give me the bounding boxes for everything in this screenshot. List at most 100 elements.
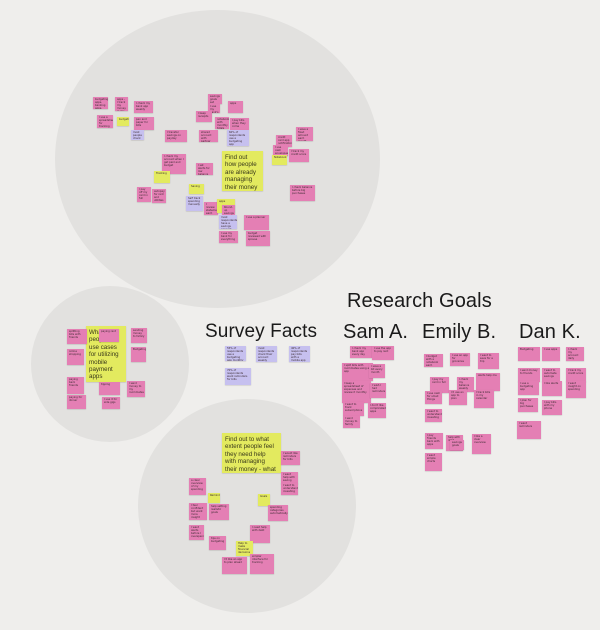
sticky-note-bottom-10[interactable]: I need help with debt — [250, 525, 270, 543]
interview-note-emily-1[interactable]: I budget with a notebook each month — [424, 354, 443, 367]
sticky-note-top-26[interactable]: half track spending manually — [186, 196, 203, 211]
sticky-note-bottom-12[interactable]: tips on budgeting — [209, 536, 226, 550]
interview-note-dan-3[interactable]: I check my account daily — [566, 347, 584, 361]
sticky-note-top-23[interactable]: I save a fixed amount each month — [296, 127, 313, 141]
sticky-note-bottom-3[interactable]: I want to understand investing — [281, 483, 298, 495]
sticky-note-bottom-13[interactable]: Help to make financial decisions — [236, 541, 253, 556]
interview-note-dan-1[interactable]: Budgeting — [518, 347, 540, 361]
sticky-note-top-25[interactable]: Saving — [189, 184, 204, 194]
sticky-note-top-17[interactable]: shared account with partner — [199, 130, 218, 142]
interview-note-emily-14[interactable]: I want simple charts — [425, 453, 442, 471]
interview-note-dan-7[interactable]: I use a budgeting app — [518, 381, 539, 395]
interview-note-emily-15[interactable]: savings goals — [450, 440, 464, 450]
sticky-note-top-36[interactable]: I check balance before big purchases — [290, 185, 315, 201]
interview-note-dan-11[interactable]: I pay bills with my phone — [542, 400, 562, 415]
interview-note-emily-9[interactable]: I track bills in my calendar — [474, 390, 494, 408]
sticky-note-left-8[interactable]: I send money to my roommates — [127, 381, 145, 397]
interview-note-dan-10[interactable]: I plan for big purchases — [518, 398, 538, 412]
sticky-note-left-9[interactable]: paying for dinner — [67, 395, 86, 409]
sticky-note-top-35[interactable]: I use my bank for everything — [219, 231, 238, 243]
sticky-note-bottom-9[interactable]: spending categories automatically — [268, 505, 288, 521]
sticky-note-top-4[interactable]: I use a spreadsheet for tracking — [97, 115, 113, 128]
sticky-note-top-1[interactable]: budgeting apps, banking apps, spreadshee… — [93, 97, 108, 109]
sticky-note-top-9[interactable]: I keep receipts — [196, 111, 212, 122]
sticky-note-top-7[interactable]: savings goals set monthly — [208, 94, 222, 104]
interview-note-sam-9[interactable]: I send money to family — [343, 416, 360, 428]
interview-note-sam-8[interactable]: I don't like complicated apps — [368, 403, 386, 418]
sticky-note-bottom-8[interactable]: Goals — [258, 494, 270, 506]
sticky-note-left-10[interactable]: I use it for side gigs — [102, 397, 120, 409]
sticky-note-bottom-2[interactable]: I want help with saving — [281, 472, 298, 484]
interview-note-emily-10[interactable]: I want to understand investing — [425, 409, 442, 422]
sticky-note-top-15[interactable]: I set alerts for low balance — [196, 163, 213, 175]
sticky-note-top-22[interactable]: I track my credit score — [289, 149, 309, 162]
sticky-note-top-13[interactable]: most people check banking app weekly — [131, 130, 144, 140]
sticky-note-top-27[interactable]: I review statements each month — [204, 202, 218, 215]
interview-note-sam-4[interactable]: I save a bit every month — [369, 364, 385, 378]
interview-note-dan-9[interactable]: I want insight on spending — [566, 381, 586, 398]
sticky-note-bottom-5[interactable]: Reminders — [208, 493, 220, 503]
interview-note-sam-7[interactable]: I want to track subscriptions — [343, 402, 364, 416]
sticky-note-top-18[interactable]: 60% of respondents use a budgeting app — [227, 130, 249, 146]
sticky-note-top-19[interactable]: Tracking — [154, 171, 170, 183]
survey-fact-note-4[interactable]: 70% of respondents want reminders for bi… — [225, 368, 251, 385]
interview-note-dan-6[interactable]: I track my credit score — [566, 368, 586, 382]
sticky-note-bottom-14[interactable]: I'd like an app to plan ahead — [222, 557, 247, 574]
sticky-note-top-30[interactable]: I pay off my card in full — [137, 187, 151, 202]
sticky-note-bottom-4[interactable]: a clear overview of my spending — [189, 478, 206, 495]
prompt-note-top[interactable]: Find out how people are already managing… — [222, 151, 263, 191]
interview-note-emily-3[interactable]: I want to save for a trip — [478, 353, 499, 369]
sticky-note-top-34[interactable]: budget reviewed with spouse — [246, 231, 270, 246]
sticky-note-top-21[interactable]: I use cash envelopes — [273, 145, 288, 156]
interview-note-emily-4[interactable]: I pay my card in full — [430, 377, 449, 393]
interview-note-sam-2[interactable]: I use the app to pay rent — [372, 346, 394, 360]
sticky-note-left-2[interactable]: paying rent — [99, 329, 119, 342]
interview-note-dan-2[interactable]: I use apps — [542, 347, 560, 361]
sticky-note-left-1[interactable]: splitting bills with friends — [67, 329, 87, 344]
sticky-note-top-8[interactable]: I use my bank's app — [208, 104, 220, 113]
sticky-note-top-24[interactable]: Notebook — [272, 155, 287, 165]
sticky-note-top-10[interactable]: apps — [228, 101, 243, 113]
sticky-note-top-11[interactable]: notebook with monthly totals — [215, 117, 229, 129]
sticky-note-bottom-1[interactable]: I would like reminders for bills — [281, 451, 300, 465]
sticky-note-top-16[interactable]: I transfer savings on payday — [165, 130, 187, 142]
sticky-note-top-31[interactable]: autopay for rent and utilities — [152, 189, 166, 203]
interview-note-sam-3[interactable]: I split bills with roommates using an ap… — [342, 363, 373, 381]
interview-note-emily-13[interactable]: I like a clear overview — [472, 434, 491, 454]
sticky-note-left-3[interactable]: sending money to family — [131, 328, 147, 343]
sticky-note-bottom-15[interactable]: simpler interface for tracking — [250, 554, 274, 574]
interview-note-sam-1[interactable]: I check my bank app every day — [350, 346, 372, 358]
sticky-note-top-33[interactable]: I use a planner — [244, 215, 269, 230]
interview-note-emily-5[interactable]: I check my balance weekly — [457, 377, 474, 392]
prompt-note-bottom[interactable]: Find out to what extent people feel they… — [222, 433, 281, 473]
survey-fact-note-1[interactable]: 55% of respondents use a budgeting app m… — [225, 346, 246, 361]
sticky-note-top-32[interactable]: most respondents have a savings account — [219, 215, 237, 229]
sticky-note-bottom-7[interactable]: help setting realistic goals — [209, 504, 229, 520]
interview-note-emily-6[interactable]: alerts help me — [476, 373, 500, 391]
sticky-note-top-2[interactable]: apps - I track my money in my notes app — [115, 97, 128, 111]
interview-note-emily-8[interactable]: I'd use an app to plan — [449, 390, 467, 405]
sticky-note-left-4[interactable]: online shopping — [67, 349, 84, 365]
interview-note-sam-6[interactable]: I wish I had reminders — [370, 383, 386, 398]
sticky-note-left-5[interactable]: Budgeting — [131, 347, 146, 362]
sticky-note-top-5[interactable]: budgeting — [117, 117, 129, 126]
interview-note-sam-5[interactable]: I keep a spreadsheet of expenses and rev… — [342, 381, 371, 403]
interview-note-emily-7[interactable]: I use cash for small things — [425, 391, 442, 404]
survey-fact-note-3[interactable]: 40% of respondents pay bills with a mobi… — [289, 346, 310, 362]
interview-note-dan-12[interactable]: I want reminders — [517, 421, 541, 439]
interview-note-emily-2[interactable]: I use an app for groceries — [450, 353, 470, 366]
sticky-note-top-6[interactable]: pen and paper for bills — [134, 117, 154, 130]
sticky-note-top-12[interactable]: I pay bills when they come — [230, 118, 249, 130]
interview-note-dan-8[interactable]: I like alerts — [542, 381, 562, 396]
sticky-note-bottom-11[interactable]: I want alerts before I overspend — [189, 525, 204, 540]
sticky-note-left-6[interactable]: paying back friends — [67, 377, 84, 394]
interview-note-emily-11[interactable]: I pay friends back with apps — [425, 433, 443, 449]
sticky-note-top-20[interactable]: credit card app notifications — [276, 135, 292, 147]
sticky-note-top-14[interactable]: I check my account when I get paid and b… — [162, 154, 186, 174]
interview-note-dan-4[interactable]: I send money to friends — [518, 368, 540, 382]
sticky-note-bottom-6[interactable]: I feel confident but want more insight — [189, 503, 207, 520]
sticky-note-top-3[interactable]: I check my bank app weekly — [134, 101, 153, 113]
survey-fact-note-2[interactable]: most respondents check their account wee… — [256, 346, 277, 362]
sticky-note-left-7[interactable]: tipping — [99, 382, 120, 395]
